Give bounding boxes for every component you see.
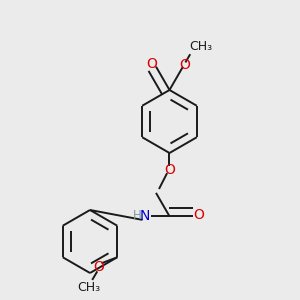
Text: CH₃: CH₃	[77, 281, 100, 294]
Text: O: O	[94, 260, 104, 274]
Text: N: N	[140, 209, 150, 223]
Text: O: O	[179, 58, 190, 72]
Text: H: H	[133, 208, 142, 222]
Text: O: O	[164, 163, 175, 176]
Text: O: O	[147, 57, 158, 71]
Text: CH₃: CH₃	[189, 40, 212, 53]
Text: O: O	[194, 208, 204, 222]
